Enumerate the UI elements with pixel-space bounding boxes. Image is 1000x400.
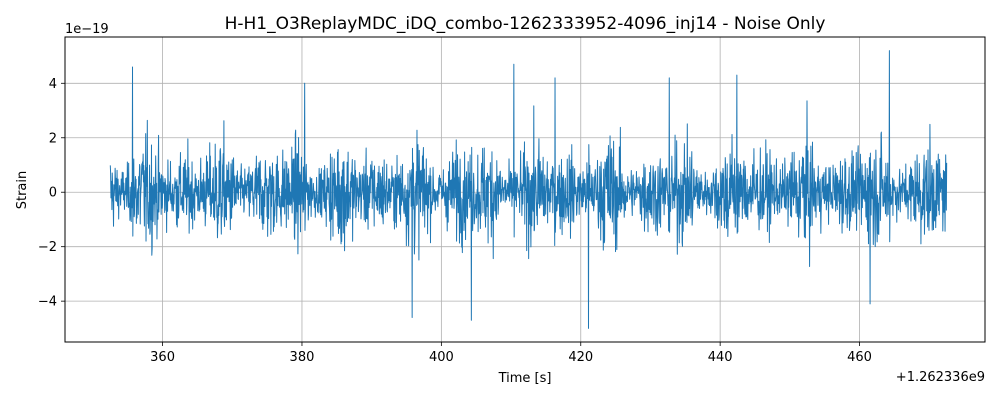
chart-title: H-H1_O3ReplayMDC_iDQ_combo-1262333952-40… xyxy=(225,14,826,34)
strain-series-line xyxy=(109,50,948,329)
series-layer xyxy=(109,50,948,329)
x-axis-label: Time [s] xyxy=(498,371,552,386)
y-tick-label: −2 xyxy=(38,240,57,255)
x-tick-label: 400 xyxy=(429,350,454,365)
x-axis: 360 380 400 420 440 460 xyxy=(150,342,872,365)
y-tick-label: −4 xyxy=(38,295,57,310)
x-tick-label: 460 xyxy=(847,350,872,365)
y-scale-label: 1e−19 xyxy=(65,22,109,37)
x-offset-label: +1.262336e9 xyxy=(896,370,985,385)
x-tick-label: 360 xyxy=(150,350,175,365)
grid xyxy=(65,37,985,342)
y-tick-label: 4 xyxy=(49,77,57,92)
x-tick-label: 380 xyxy=(290,350,315,365)
x-tick-label: 440 xyxy=(708,350,733,365)
y-axis-label: Strain xyxy=(15,171,30,210)
y-tick-label: 2 xyxy=(49,131,57,146)
y-axis: −4 −2 0 2 4 xyxy=(38,77,65,310)
y-tick-label: 0 xyxy=(49,186,57,201)
x-tick-label: 420 xyxy=(568,350,593,365)
plot-frame xyxy=(64,36,986,343)
